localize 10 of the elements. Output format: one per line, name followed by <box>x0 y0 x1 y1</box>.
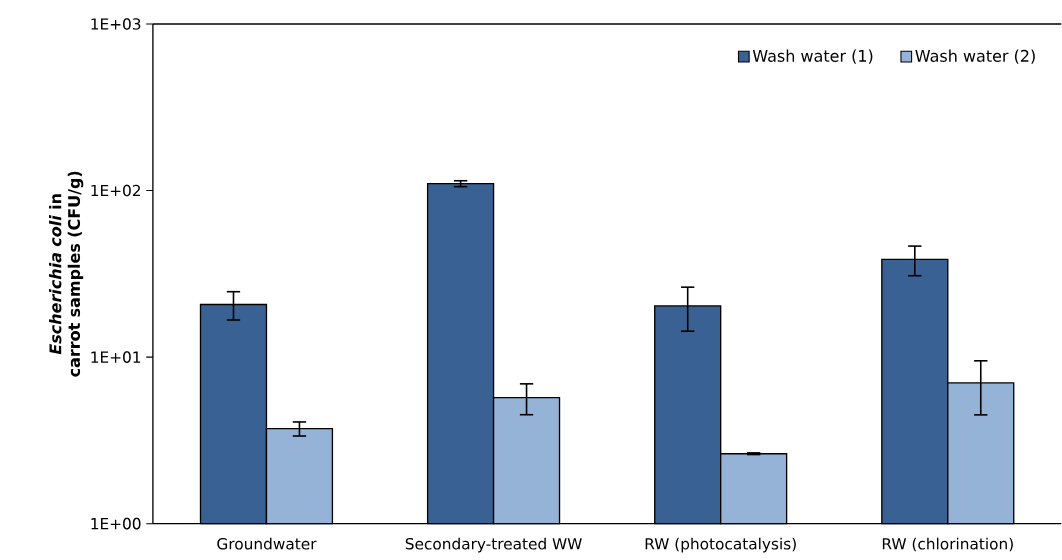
legend-label: Wash water (2) <box>915 49 1035 64</box>
y-tick-label: 1E+02 <box>91 184 140 197</box>
x-tick-label: RW (photocatalysis) <box>645 537 796 553</box>
x-tick-label: RW (chlorination) <box>882 537 1013 552</box>
y-tick-label: 1E+01 <box>91 351 141 364</box>
x-tick-label: Groundwater <box>217 537 317 550</box>
legend-label: Wash water (1) <box>752 49 873 64</box>
y-tick-label: 1E+00 <box>91 518 141 530</box>
x-tick-label: Secondary-treated WW <box>405 537 582 553</box>
y-tick-label: 1E+03 <box>91 18 141 30</box>
